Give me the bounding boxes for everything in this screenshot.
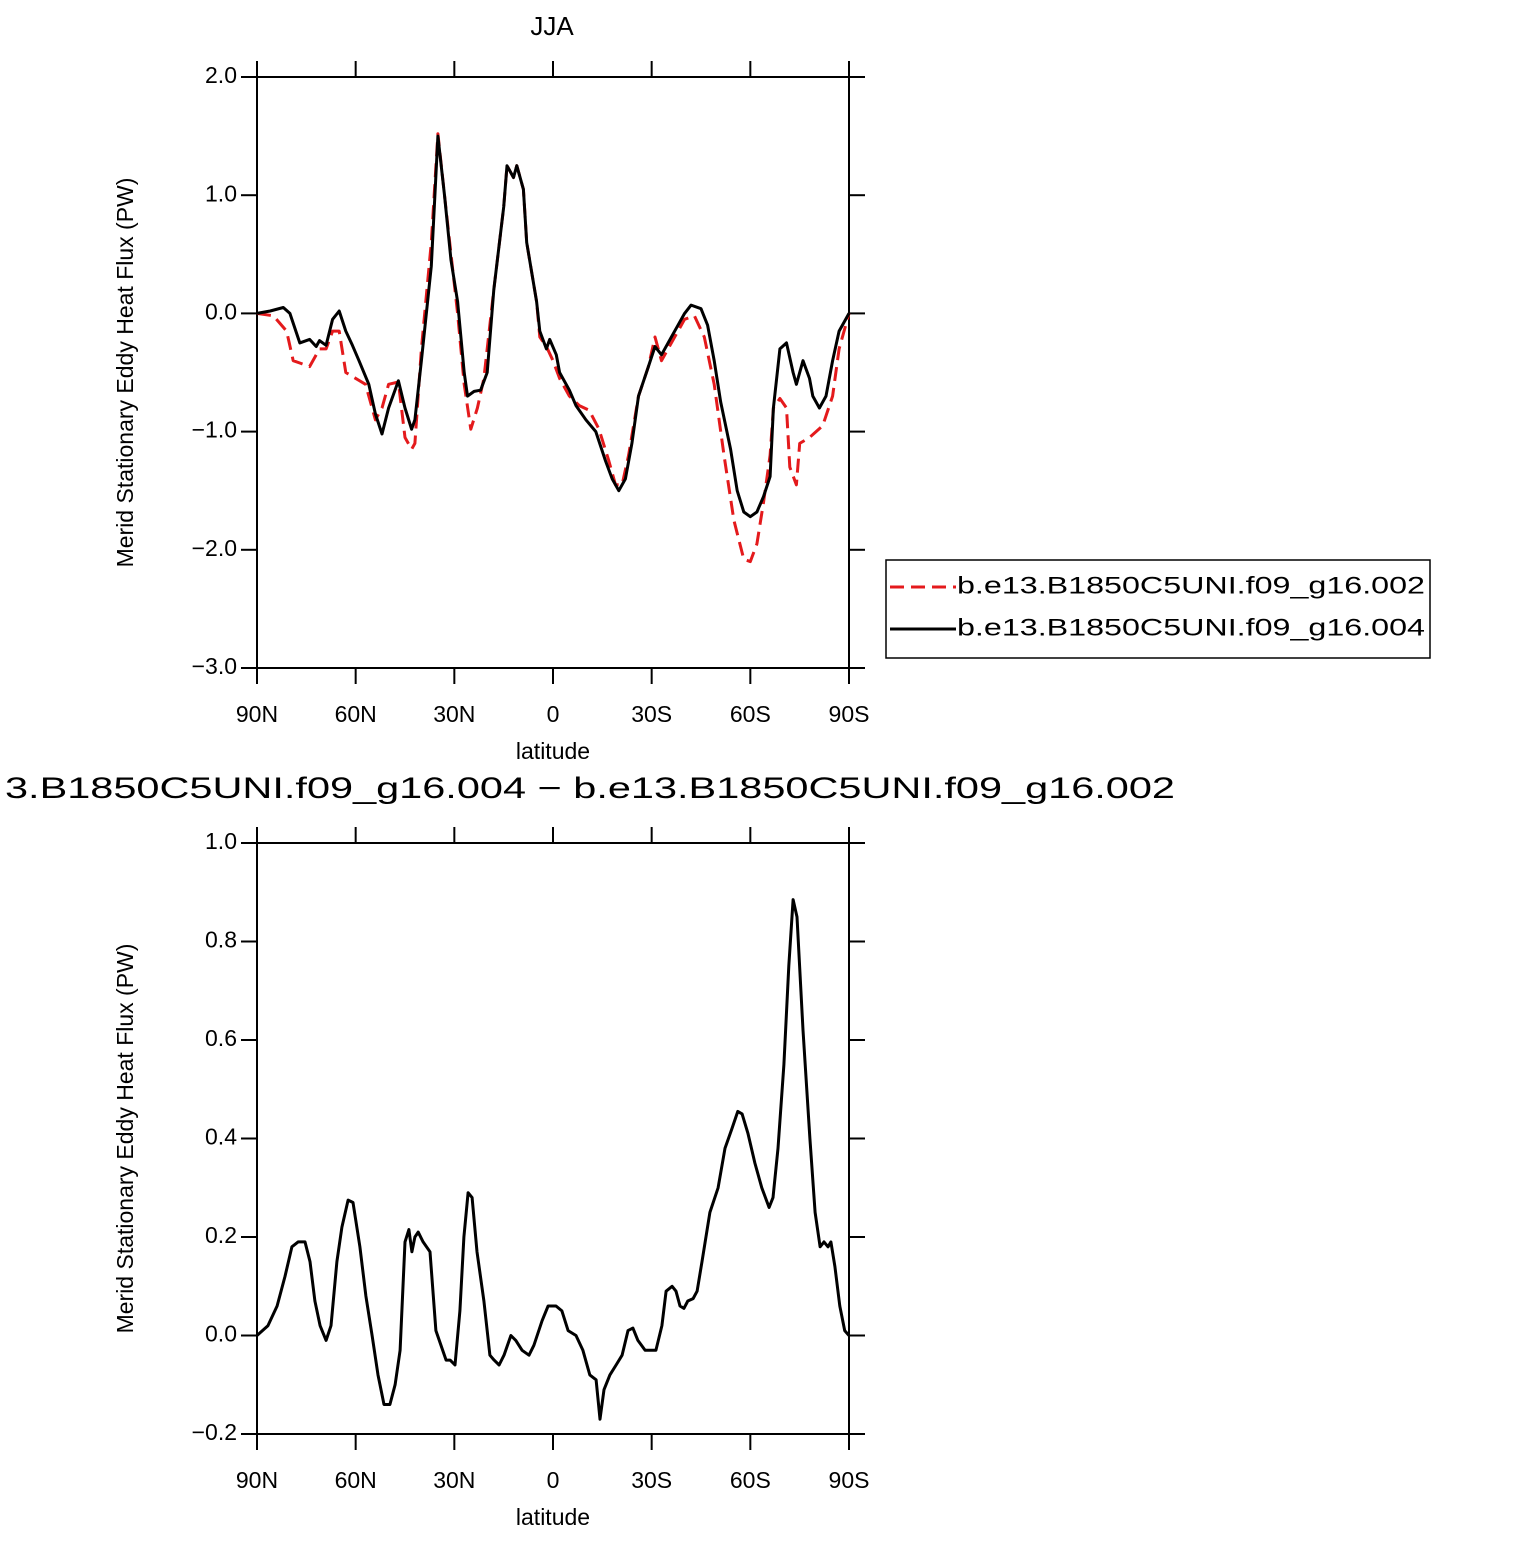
y-tick-label: 0.0 — [205, 1321, 237, 1347]
chart-title: JJA — [530, 11, 574, 41]
plot-frame — [256, 842, 850, 1435]
legend-box — [885, 559, 1431, 659]
y-tick-label: −1.0 — [192, 417, 237, 443]
series-line — [256, 132, 851, 564]
series-line — [256, 134, 851, 519]
legend-label: b.e13.B1850C5UNI.f09_g16.004 — [957, 614, 1425, 641]
y-tick-label: −3.0 — [192, 653, 237, 679]
x-tick-label: 90S — [829, 701, 870, 727]
y-tick-label: −2.0 — [192, 535, 237, 561]
y-tick-label: 0.0 — [205, 298, 237, 324]
plot-frame — [256, 76, 850, 669]
y-tick-label: 0.4 — [205, 1124, 237, 1150]
x-tick-label: 90N — [236, 701, 278, 727]
x-tick-label: 90S — [829, 1467, 870, 1493]
x-axis-label: latitude — [516, 1504, 590, 1530]
y-tick-label: 0.6 — [205, 1025, 237, 1051]
x-tick-label: 60N — [335, 1467, 377, 1493]
chart-title: 3.B1850C5UNI.f09_g16.004 − b.e13.B1850C5… — [5, 772, 1175, 805]
x-tick-label: 30N — [433, 701, 475, 727]
y-tick-label: −0.2 — [192, 1419, 237, 1445]
x-tick-label: 30S — [631, 1467, 672, 1493]
x-tick-label: 0 — [547, 1467, 560, 1493]
x-tick-label: 60S — [730, 701, 771, 727]
y-tick-label: 0.2 — [205, 1222, 237, 1248]
x-tick-label: 90N — [236, 1467, 278, 1493]
series-line — [255, 898, 851, 1421]
y-axis-label: Merid Stationary Eddy Heat Flux (PW) — [112, 944, 138, 1334]
x-tick-label: 60N — [335, 701, 377, 727]
y-tick-label: 1.0 — [205, 828, 237, 854]
x-tick-label: 0 — [547, 701, 560, 727]
x-tick-label: 30N — [433, 1467, 475, 1493]
legend-label: b.e13.B1850C5UNI.f09_g16.002 — [957, 572, 1425, 599]
x-axis-label: latitude — [516, 738, 590, 764]
y-axis-label: Merid Stationary Eddy Heat Flux (PW) — [112, 178, 138, 568]
y-tick-label: 2.0 — [205, 62, 237, 88]
x-tick-label: 60S — [730, 1467, 771, 1493]
y-tick-label: 1.0 — [205, 180, 237, 206]
y-tick-label: 0.8 — [205, 927, 237, 953]
x-tick-label: 30S — [631, 701, 672, 727]
